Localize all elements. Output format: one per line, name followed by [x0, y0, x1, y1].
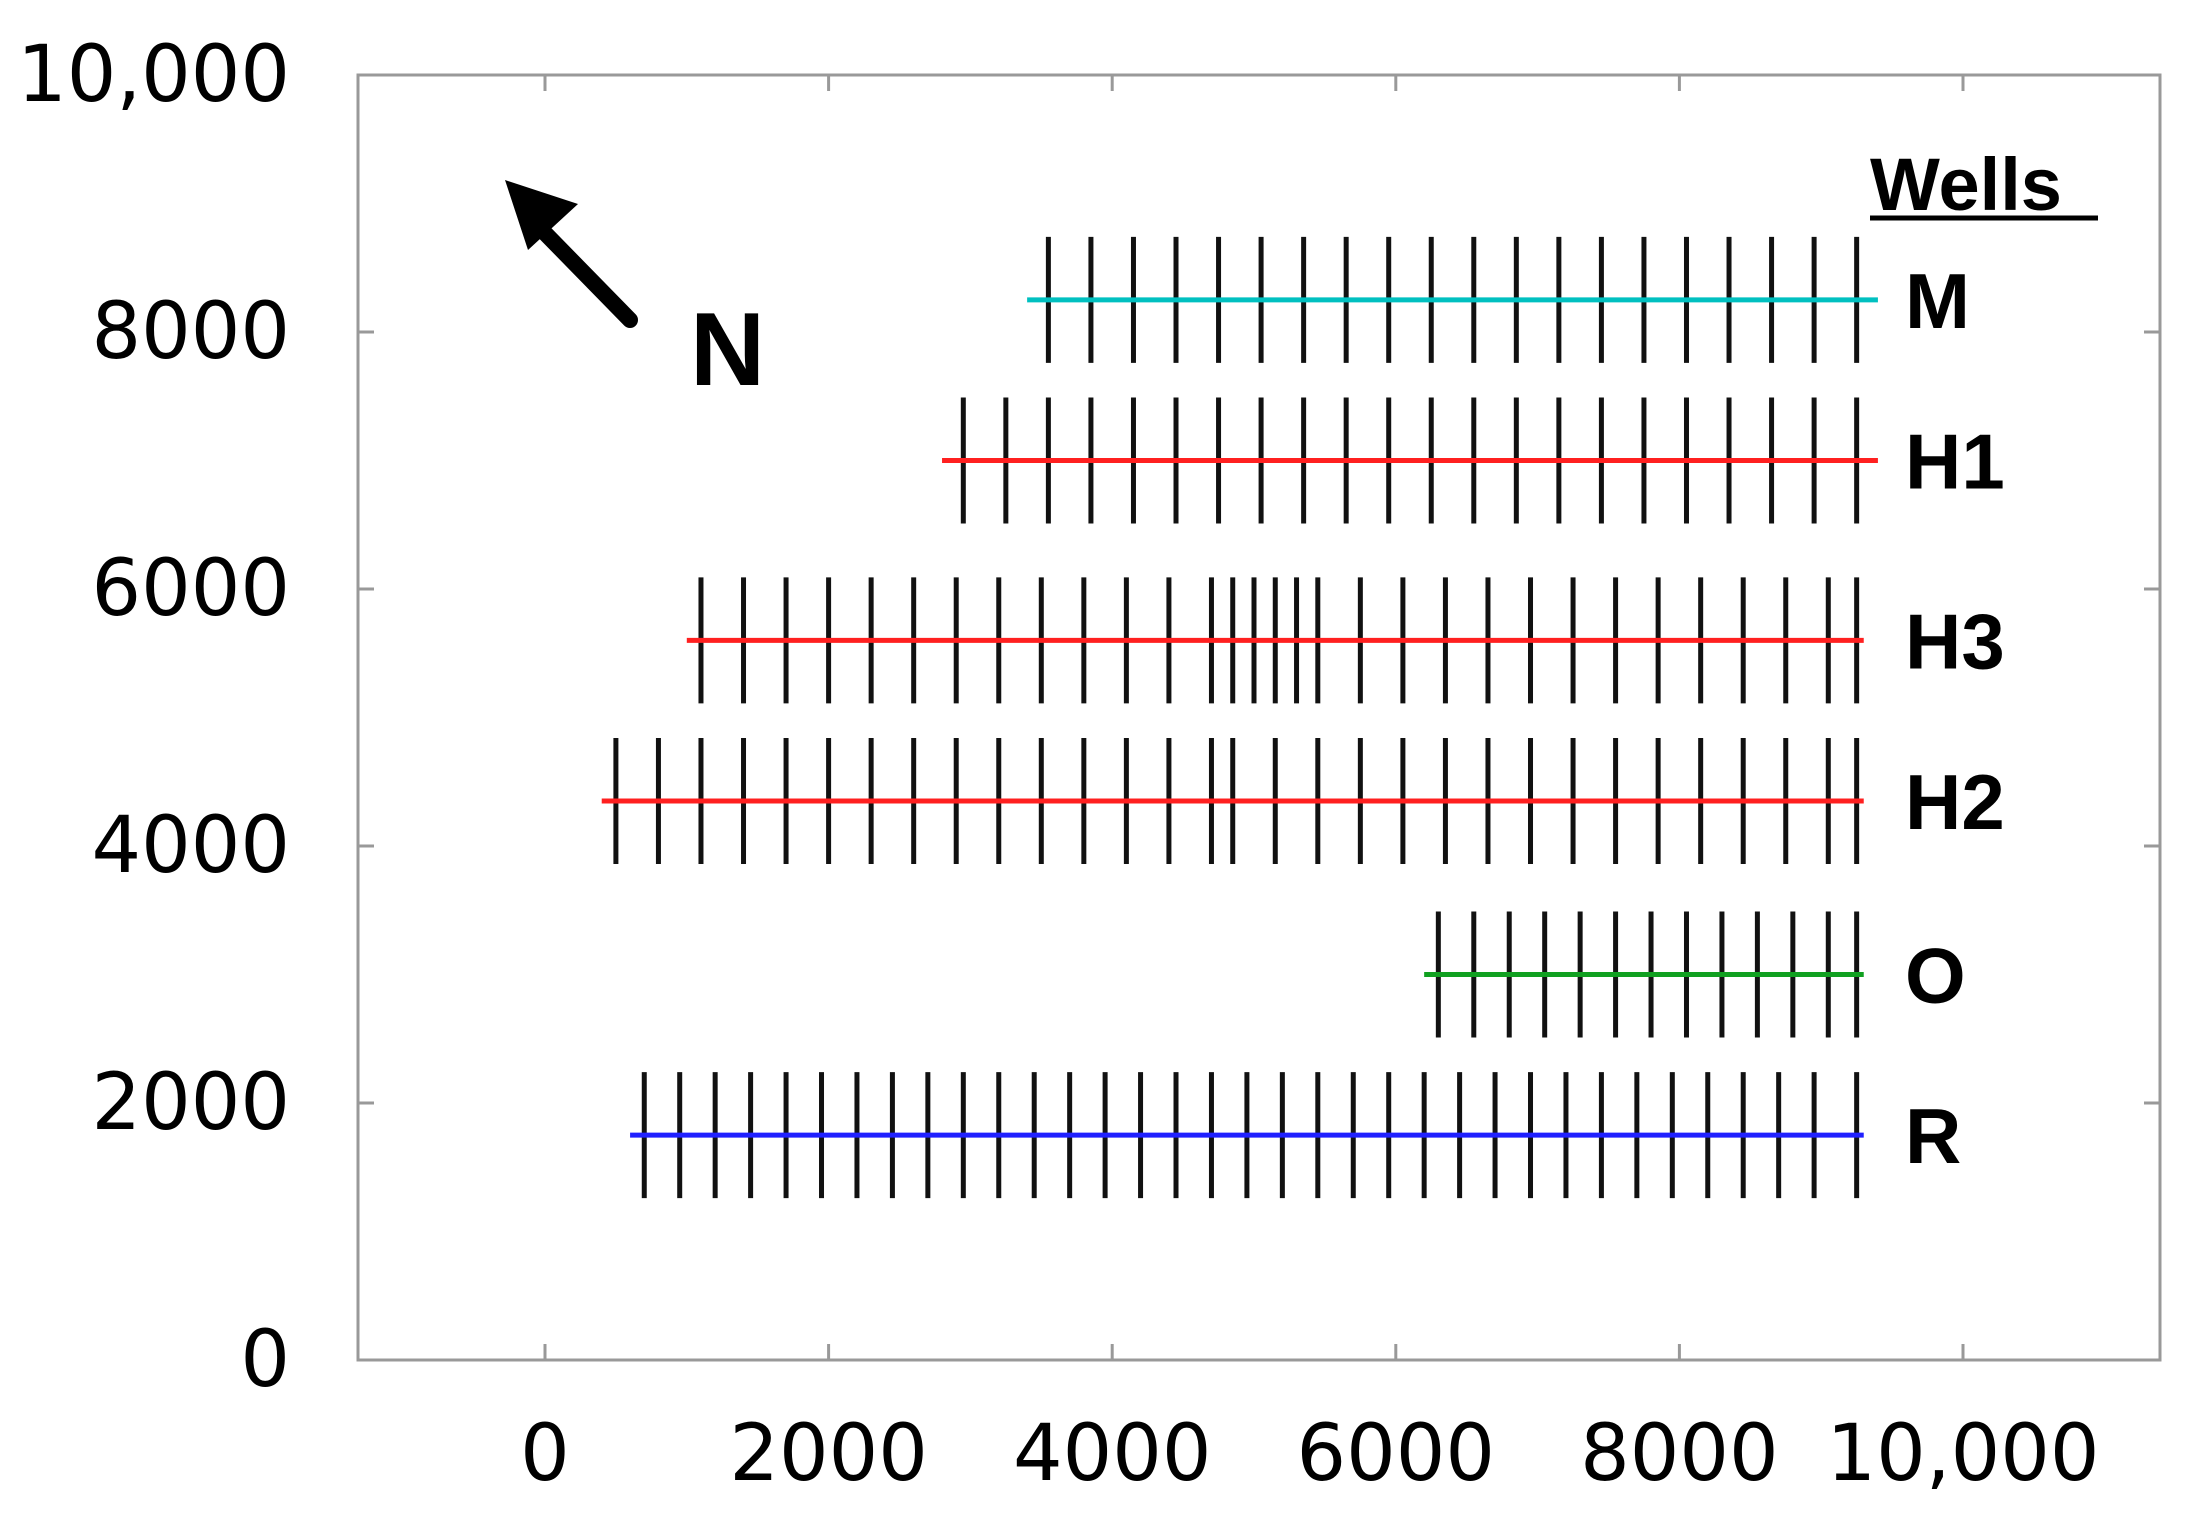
x-tick-label: 10,000 [1827, 1409, 2100, 1499]
well-row-h1: H1 [942, 397, 2005, 524]
x-tick-label: 6000 [1297, 1409, 1496, 1499]
well-row-o: O [1424, 911, 1966, 1038]
x-tick-label: 8000 [1580, 1409, 1779, 1499]
north-label: N [690, 292, 765, 408]
x-tick-label: 2000 [729, 1409, 928, 1499]
wells-layer: M H1 H3 H2 OR [601, 236, 2005, 1199]
well-row-h2: H2 [601, 738, 2005, 865]
well-label-h1: H1 [1905, 418, 2005, 506]
axis-labels: 0 2000 4000 6000 8000 10,000 0 2000 4000 6000 8000… [17, 30, 2099, 1499]
legend-title: Wells [1870, 143, 2062, 226]
y-tick-label: 0 [240, 1315, 290, 1405]
y-tick-label: 4000 [91, 801, 290, 891]
well-label-h3: H3 [1905, 597, 2005, 685]
axis-ticks [358, 73, 2160, 1362]
well-label-h2: H2 [1905, 758, 2005, 846]
well-label-m: M [1905, 257, 1970, 345]
x-tick-label: 4000 [1013, 1409, 1212, 1499]
plot-frame [356, 73, 2162, 1362]
y-tick-label: 10,000 [17, 30, 290, 120]
y-tick-label: 6000 [91, 544, 290, 634]
x-tick-label: 0 [520, 1409, 570, 1499]
well-row-r: R [630, 1072, 1961, 1199]
y-tick-label: 8000 [91, 287, 290, 377]
well-label-o: O [1905, 932, 1966, 1020]
north-arrow-icon [505, 180, 638, 328]
well-row-m: M [1027, 236, 1970, 363]
y-tick-label: 2000 [91, 1058, 290, 1148]
well-row-h3: H3 [686, 577, 2005, 704]
well-label-r: R [1905, 1092, 1961, 1180]
